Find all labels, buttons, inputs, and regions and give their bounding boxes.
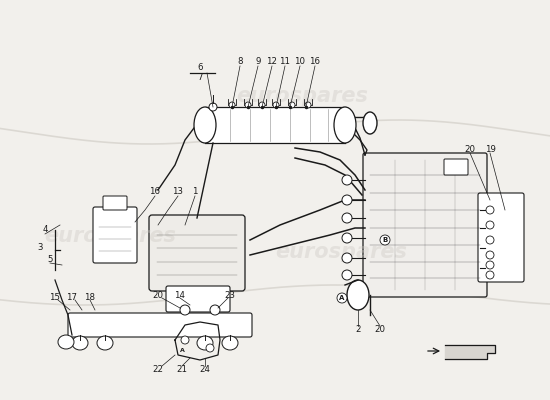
Text: 10: 10 [294, 58, 305, 66]
Text: 3: 3 [37, 244, 43, 252]
FancyBboxPatch shape [68, 313, 252, 337]
Text: 5: 5 [47, 256, 53, 264]
Ellipse shape [334, 107, 356, 143]
Text: 20: 20 [465, 146, 476, 154]
Polygon shape [445, 345, 495, 359]
Circle shape [342, 213, 352, 223]
Circle shape [342, 253, 352, 263]
Text: eurospares: eurospares [275, 242, 407, 262]
Text: 7: 7 [197, 72, 203, 82]
Ellipse shape [363, 112, 377, 134]
Text: 23: 23 [224, 290, 235, 300]
Text: A: A [339, 295, 345, 301]
Ellipse shape [209, 103, 217, 111]
FancyBboxPatch shape [363, 153, 487, 297]
Circle shape [180, 305, 190, 315]
Circle shape [380, 235, 390, 245]
Circle shape [273, 102, 279, 108]
Text: 19: 19 [485, 146, 496, 154]
Text: B: B [382, 237, 388, 243]
Circle shape [486, 206, 494, 214]
Circle shape [289, 102, 295, 108]
Circle shape [181, 336, 189, 344]
Text: 21: 21 [177, 366, 188, 374]
FancyBboxPatch shape [149, 215, 245, 291]
Text: eurospares: eurospares [44, 226, 176, 246]
Text: 1: 1 [192, 188, 198, 196]
Circle shape [486, 251, 494, 259]
Circle shape [229, 102, 235, 108]
Text: 20: 20 [152, 290, 163, 300]
Circle shape [342, 270, 352, 280]
Circle shape [245, 102, 251, 108]
FancyBboxPatch shape [444, 159, 468, 175]
Text: 2: 2 [355, 326, 361, 334]
Circle shape [486, 236, 494, 244]
Circle shape [342, 233, 352, 243]
Circle shape [259, 102, 265, 108]
FancyBboxPatch shape [93, 207, 137, 263]
Ellipse shape [97, 336, 113, 350]
Text: 4: 4 [42, 226, 48, 234]
Circle shape [210, 305, 220, 315]
Text: 24: 24 [200, 366, 211, 374]
Text: 12: 12 [267, 58, 278, 66]
Circle shape [486, 261, 494, 269]
Ellipse shape [194, 107, 216, 143]
Ellipse shape [347, 280, 369, 310]
Polygon shape [205, 107, 345, 143]
Text: A: A [179, 348, 184, 352]
Text: 16: 16 [310, 58, 321, 66]
Circle shape [305, 102, 311, 108]
Text: 11: 11 [279, 58, 290, 66]
Circle shape [206, 344, 214, 352]
Text: 20: 20 [375, 326, 386, 334]
FancyBboxPatch shape [166, 286, 230, 312]
Circle shape [342, 195, 352, 205]
Text: 22: 22 [152, 366, 163, 374]
Circle shape [486, 221, 494, 229]
Ellipse shape [222, 336, 238, 350]
Text: 16: 16 [150, 188, 161, 196]
Text: 17: 17 [67, 294, 78, 302]
Text: 15: 15 [50, 294, 60, 302]
Ellipse shape [58, 335, 74, 349]
Circle shape [342, 175, 352, 185]
Text: 6: 6 [197, 64, 203, 72]
Circle shape [337, 293, 347, 303]
Text: 13: 13 [173, 188, 184, 196]
Text: 9: 9 [255, 58, 261, 66]
Text: eurospares: eurospares [236, 86, 368, 106]
FancyBboxPatch shape [103, 196, 127, 210]
FancyBboxPatch shape [478, 193, 524, 282]
Circle shape [486, 271, 494, 279]
Ellipse shape [197, 336, 213, 350]
Text: 18: 18 [85, 294, 96, 302]
Ellipse shape [72, 336, 88, 350]
Text: 8: 8 [237, 58, 243, 66]
Text: 14: 14 [174, 290, 185, 300]
